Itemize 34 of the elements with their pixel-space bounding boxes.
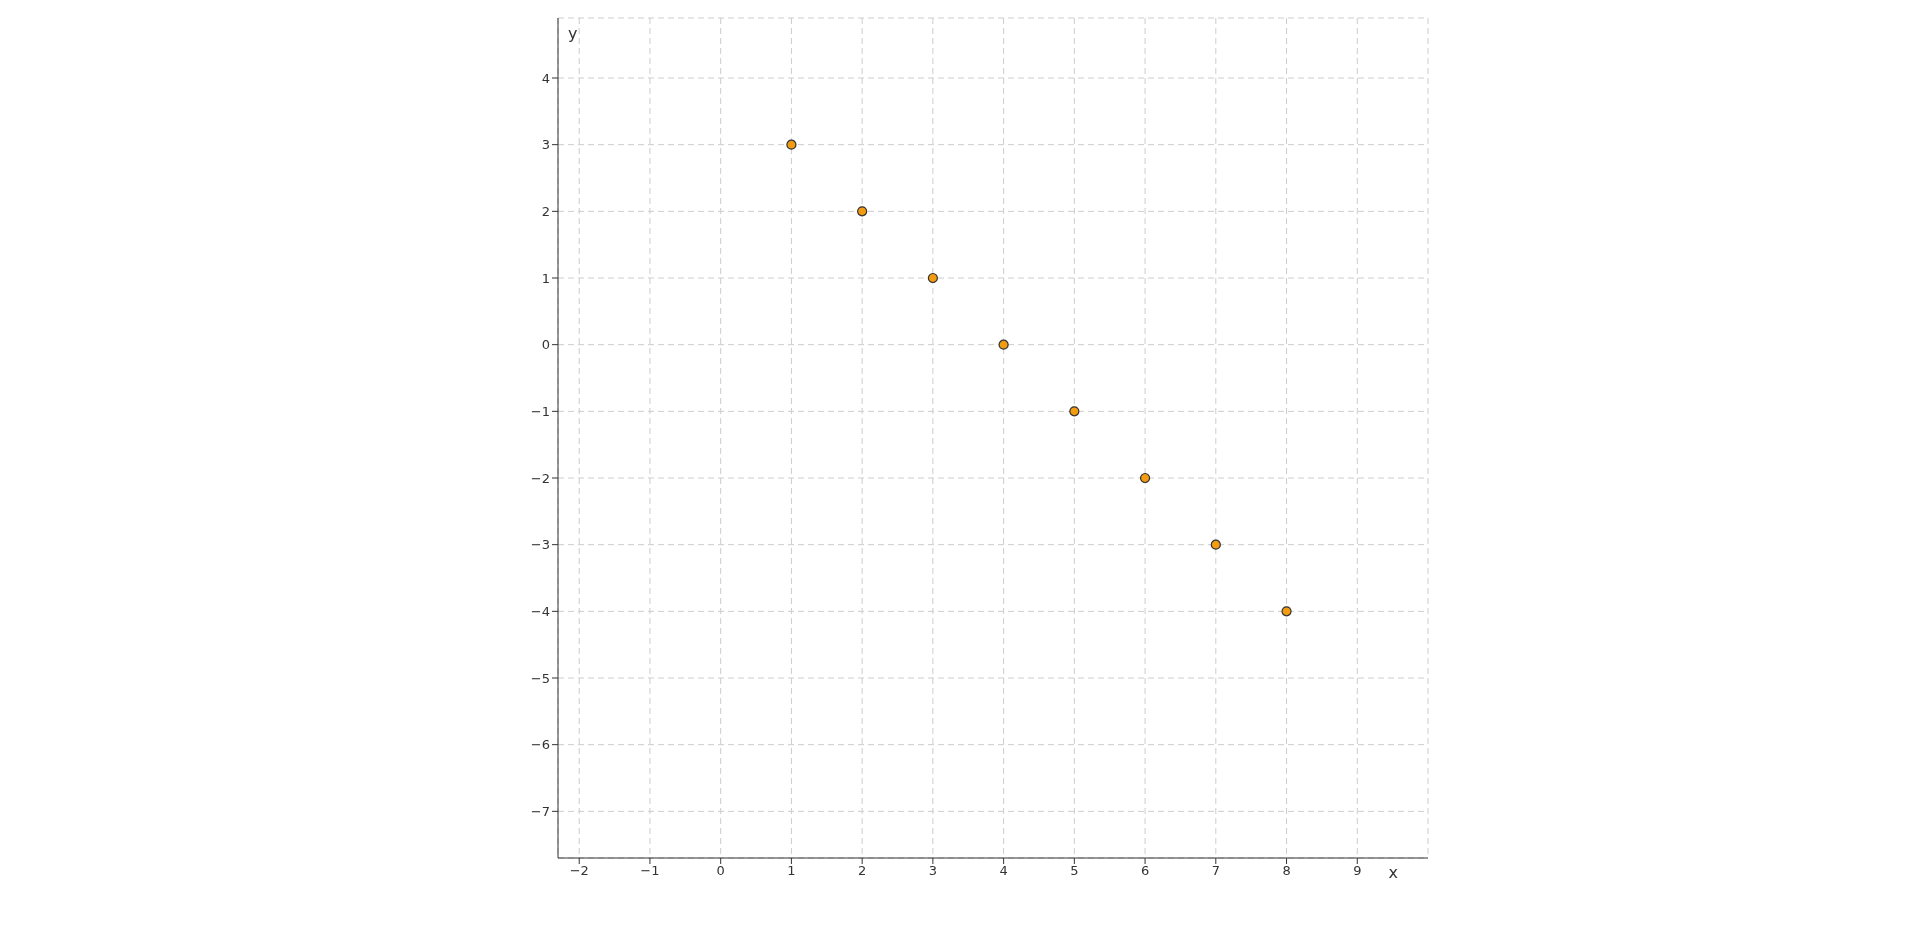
point [1139,472,1151,484]
y-tick-label: −7 [530,803,550,819]
x-tick-label: 4 [999,863,1008,879]
x-tick-label: −2 [569,863,589,879]
point [857,206,868,217]
y-tick-label: −2 [530,470,550,486]
y-tick-label: −5 [530,670,550,686]
y-tick-label: 2 [541,203,550,219]
x-tick-label: 3 [928,863,938,879]
x-tick-label: 6 [1140,863,1150,879]
y-tick-label: 1 [541,270,550,286]
x-tick-label: 8 [1282,863,1291,879]
point [786,139,797,150]
x-tick-label: 0 [716,863,725,879]
x-tick-label: 1 [787,863,796,879]
x-tick-label: 2 [858,863,867,879]
y-tick-label: −4 [530,603,550,619]
y-tick-label: −6 [530,737,550,753]
point [1281,606,1292,617]
point [998,339,1009,350]
x-tick-label: 7 [1211,863,1220,879]
y-tick-label: 3 [541,137,550,153]
y-tick-label: 4 [541,70,550,86]
y-tick-label: −3 [530,537,550,553]
point [927,272,938,284]
x-tick-label: 9 [1353,863,1362,879]
y-tick-label: 0 [541,337,550,353]
x-tick-label: −1 [640,863,660,879]
y-tick-label: −1 [530,403,550,419]
x-tick-label: 5 [1070,863,1079,879]
y-axis-title: y [568,24,578,44]
point [1069,406,1080,417]
point [1210,539,1221,550]
x-axis-title: x [1388,863,1398,882]
